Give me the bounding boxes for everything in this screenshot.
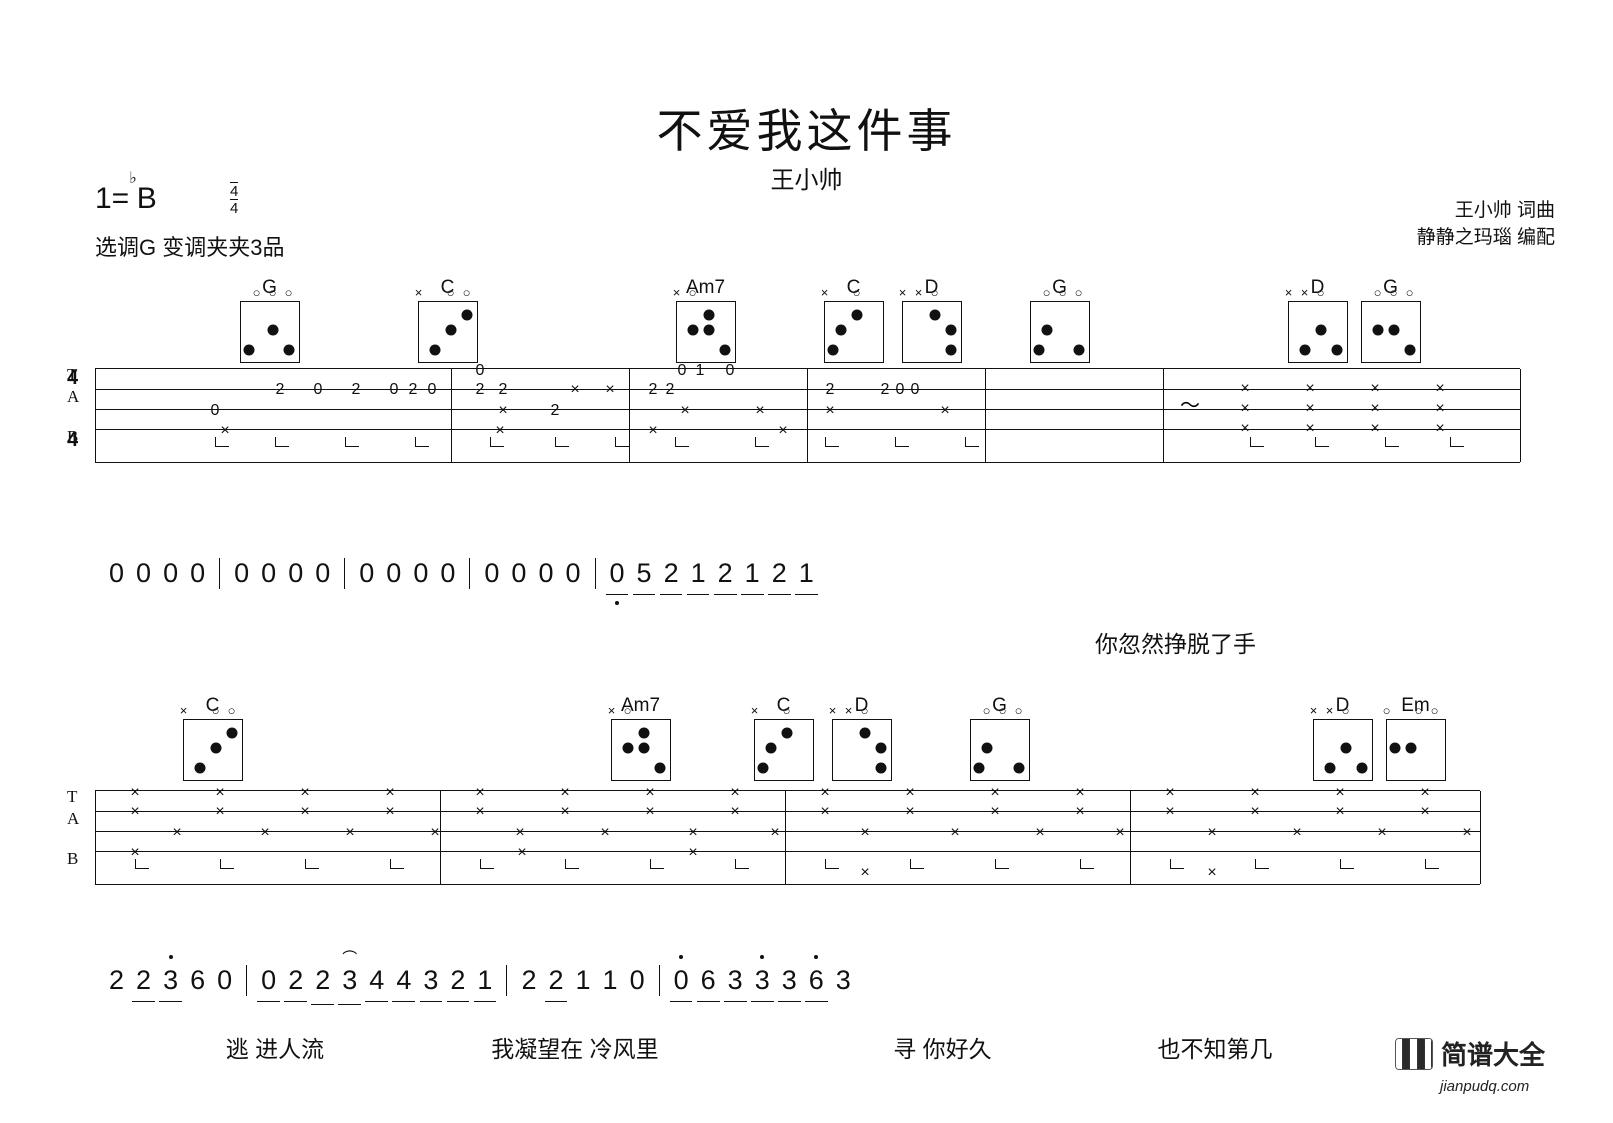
site-watermark: 简谱大全: [1395, 1035, 1545, 1072]
chord-diagram-Am7: Am7 × ○: [668, 277, 743, 363]
tab-staff-1: T A B 4 4 0 2 0 2 0 2 0 × 0 2 2: [95, 368, 1520, 463]
jianpu-measure-lyric: 2 2 3 6 0: [95, 965, 247, 996]
lyric-line-1: 你忽然挣脱了手: [1095, 625, 1256, 659]
chord-diagram-Em: Em ○ ○ ○: [1378, 695, 1453, 781]
watermark-url: jianpudq.com: [1440, 1078, 1529, 1095]
jianpu-measure: 0 0 0 0: [470, 558, 595, 589]
credits-block: 王小帅 词曲 静静之玛瑙 编配: [1255, 197, 1555, 251]
lyric-line-2b: 我凝望在 冷风里: [410, 1030, 740, 1064]
chord-diagram-G-1: G ○ ○ ○: [232, 277, 307, 363]
chord-diagram-D-4: D × × ○: [1305, 695, 1380, 781]
chord-diagram-C-1: C × ○ ○: [410, 277, 485, 363]
chord-diagram-G-2: G ○ ○ ○: [1022, 277, 1097, 363]
chord-diagram-D-1: D × × ○: [894, 277, 969, 363]
chord-diagram-C-2: C × ○: [816, 277, 891, 363]
piano-icon: [1395, 1038, 1433, 1070]
song-artist: 王小帅: [0, 160, 1613, 195]
lyric-line-2a: 逃 进人流: [150, 1030, 400, 1064]
capo-info-label: 选调G 变调夹夹3品: [95, 230, 284, 262]
jianpu-measure: 0 0 0 0: [95, 558, 220, 589]
jianpu-measure-lyric: 0 2 2 ⌒ 3 4 4 3 2 1: [247, 965, 507, 996]
chord-diagram-C-4: C × ○: [746, 695, 821, 781]
chord-diagram-row-2: C × ○ ○ Am7 × ○ C × ○: [175, 695, 1461, 781]
jianpu-measure-lyric: 2 2 1 1 0: [507, 965, 659, 996]
tab-staff-2: T A B × × × × × × × × × × × × × × × × × × × × × × × × × × × ×…: [95, 790, 1480, 885]
song-title: 不爱我这件事: [0, 95, 1613, 161]
jianpu-measure: 0 0 0 0: [345, 558, 470, 589]
chord-diagram-row-1: G ○ ○ ○ C × ○ ○ Am7 × ○: [232, 277, 1436, 363]
sheet-music-page: 不爱我这件事 王小帅 1=♭B 44 选调G 变调夹夹3品 王小帅 词曲 静静之…: [0, 0, 1613, 1123]
chord-diagram-D-3: D × × ○: [824, 695, 899, 781]
key-signature-label: 1=♭B: [95, 182, 157, 216]
jianpu-measure-lyric: 0 5 2 1 2 1 2 1: [596, 558, 828, 589]
chord-diagram-C-3: C × ○ ○: [175, 695, 250, 781]
chord-diagram-G-3: G ○ ○ ○: [1353, 277, 1428, 363]
jianpu-measure-lyric: 0 6 3 3 3 6 3: [660, 965, 865, 996]
jianpu-measure: 0 0 0 0: [220, 558, 345, 589]
jianpu-line-2: 2 2 3 6 0 0 2 2 ⌒ 3 4 4 3 2 1 2 2 1 1 0 0…: [95, 965, 865, 996]
lyric-line-2d: 也不知第几: [1090, 1030, 1340, 1064]
chord-diagram-G-4: G ○ ○ ○: [962, 695, 1037, 781]
chord-diagram-D-2: D × × ○: [1280, 277, 1355, 363]
jianpu-line-1: 0 0 0 0 0 0 0 0 0 0 0 0 0 0 0 0 0 5 2 1: [95, 558, 828, 589]
lyric-line-2c: 寻 你好久: [850, 1030, 1035, 1064]
chord-diagram-Am7-2: Am7 × ○: [603, 695, 678, 781]
